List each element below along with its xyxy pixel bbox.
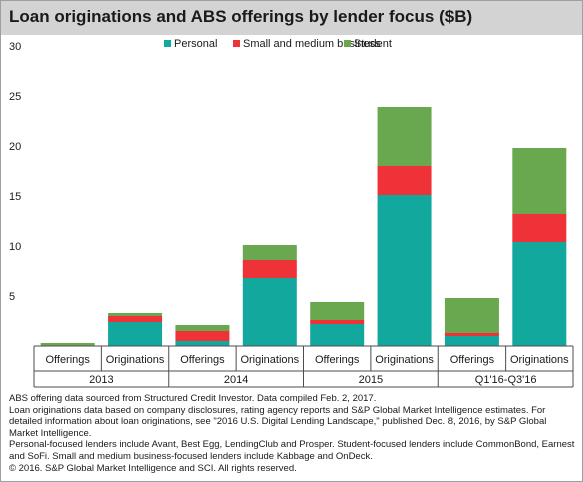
- bar-segment-4-1: [310, 320, 365, 324]
- footnote-source-originations: Loan originations data based on company …: [9, 404, 547, 439]
- bar-segment-3-2: [242, 245, 297, 260]
- bar-segment-0-2: [40, 343, 95, 346]
- title-bar: Loan originations and ABS offerings by l…: [1, 1, 582, 35]
- x-tick-label-5: Originations: [375, 354, 434, 366]
- bars: [40, 107, 567, 346]
- footnote-lender-definitions: Personal-focused lenders include Avant, …: [9, 439, 575, 462]
- bar-segment-6-2: [444, 298, 499, 333]
- legend-swatch-2: [344, 40, 351, 47]
- footnote-copyright: © 2016. S&P Global Market Intelligence a…: [9, 462, 297, 474]
- bar-segment-3-0: [242, 278, 297, 346]
- footnote-source-abs: ABS offering data sourced from Structure…: [9, 393, 377, 404]
- bar-segment-1-2: [108, 313, 163, 316]
- bar-segment-2-2: [175, 325, 230, 331]
- stacked-bar-chart: Personal Small and medium businessStudent…: [9, 38, 574, 388]
- bar-segment-5-0: [377, 195, 432, 346]
- footnotes: ABS offering data sourced from Structure…: [9, 393, 577, 474]
- x-tick-label-1: Originations: [106, 354, 165, 366]
- y-tick-label-4: 25: [9, 91, 21, 103]
- y-axis: 5 10 15 20 25 30: [9, 41, 21, 303]
- bar-segment-2-0: [175, 341, 230, 346]
- legend-label-0: Personal: [174, 38, 217, 50]
- legend-swatch-0: [164, 40, 171, 47]
- x-tick-label-6: Offerings: [450, 354, 495, 366]
- group-label-0: 2013: [89, 374, 113, 386]
- bar-segment-6-0: [444, 336, 499, 346]
- bar-segment-4-2: [310, 302, 365, 320]
- group-label-3: Q1'16-Q3'16: [475, 374, 537, 386]
- bar-segment-2-1: [175, 331, 230, 341]
- y-tick-label-0: 5: [9, 291, 15, 303]
- x-tick-label-0: Offerings: [45, 354, 90, 366]
- x-axis: Offerings Originations Offerings Originatio…: [33, 345, 574, 388]
- bar-segment-4-0: [310, 324, 365, 346]
- bar-segment-5-1: [377, 166, 432, 195]
- bar-segment-7-2: [512, 148, 567, 214]
- bar-segment-6-1: [444, 333, 499, 336]
- bar-segment-5-2: [377, 107, 432, 166]
- legend-label-2: Student: [354, 38, 392, 50]
- x-tick-label-3: Originations: [240, 354, 299, 366]
- x-tick-label-4: Offerings: [315, 354, 360, 366]
- legend-swatch-1: [233, 40, 240, 47]
- bar-segment-1-1: [108, 316, 163, 322]
- y-tick-label-5: 30: [9, 41, 21, 53]
- bar-segment-7-1: [512, 214, 567, 242]
- y-tick-label-2: 15: [9, 191, 21, 203]
- y-tick-label-3: 20: [9, 141, 21, 153]
- chart-title: Loan originations and ABS offerings by l…: [9, 7, 473, 26]
- bar-segment-7-0: [512, 242, 567, 346]
- group-label-1: 2014: [224, 374, 248, 386]
- group-label-2: 2015: [359, 374, 383, 386]
- x-tick-label-2: Offerings: [180, 354, 225, 366]
- bar-segment-1-0: [108, 322, 163, 346]
- x-tick-label-7: Originations: [510, 354, 569, 366]
- y-tick-label-1: 10: [9, 241, 21, 253]
- bar-segment-3-1: [242, 260, 297, 278]
